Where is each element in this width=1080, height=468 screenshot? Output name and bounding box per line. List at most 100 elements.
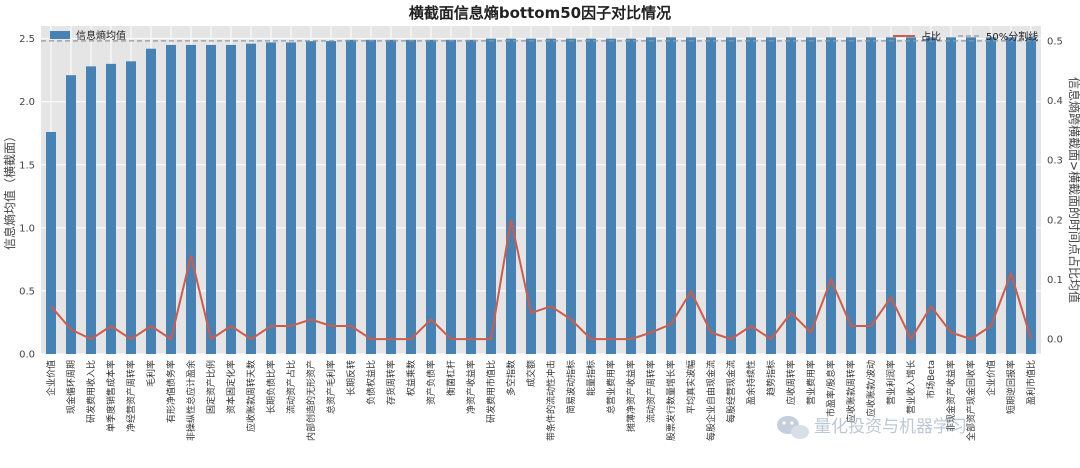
x-tick-label: 企业价值 [45,360,57,396]
bar [526,38,536,354]
bar [1026,37,1036,354]
x-tick-label: 长期负债比率 [265,360,277,414]
y-tick-label: 1.0 [19,223,35,234]
bar [846,37,856,354]
legend-left: 信息熵均值 [50,29,126,42]
bar [326,41,336,355]
x-tick-label: 市场Beta [925,360,937,399]
bar [786,37,796,354]
bar [746,37,756,354]
bar [646,37,656,354]
bar [146,48,156,354]
x-tick-label: 有形净值债务率 [165,360,177,423]
x-tick-label: 现金循环周期 [65,360,77,414]
y2-tick-label: 0.4 [1047,96,1063,107]
bar [306,41,316,355]
y-tick-label: 2.5 [19,34,35,45]
bar [86,66,96,354]
x-tick-label: 股票发行数量增长率 [665,360,677,441]
bar [926,37,936,354]
x-tick-label: 非操纵性总应计盈余 [185,360,197,441]
bar [706,37,716,354]
x-tick-label: 总资产毛利率 [325,360,337,414]
x-tick-label: 长期反转 [345,360,357,396]
y-tick-label: 0.5 [19,286,35,297]
y2-tick-label: 0.3 [1047,156,1063,167]
x-tick-label: 市盈率/股息率 [825,360,837,417]
y2-tick-label: 0.5 [1047,36,1063,47]
y-axis-right-ticks: 0.0 0.1 0.2 0.3 0.4 0.5 [1047,36,1063,345]
x-tick-label: 平均真实波幅 [685,360,697,414]
x-tick-label: 非现金资产收益率 [945,360,957,432]
x-axis-ticks: 企业价值 现金循环周期 研发费用收入比 单季度销售成本率 净经营资产周转率 毛利率 有形净值… [45,360,1037,441]
x-tick-label: 应收账款周转率 [845,360,857,423]
y-tick-label: 1.5 [19,160,35,171]
y2-tick-label: 0.1 [1047,275,1063,286]
x-tick-label: 单季度销售成本率 [105,360,117,432]
bar [586,38,596,354]
x-tick-label: 营业收入增长 [905,360,917,414]
bar [666,37,676,354]
bar [946,37,956,354]
x-tick-label: 营业利润率 [885,360,897,405]
bar [366,39,376,354]
bar [866,37,876,354]
x-tick-label: 净经营资产周转率 [125,360,137,432]
bar [406,39,416,354]
x-tick-label: 应收账款周转天数 [245,360,257,432]
y2-tick-label: 0.2 [1047,215,1063,226]
bar [426,39,436,354]
x-tick-label: 固定资产比例 [205,360,217,414]
bar [246,43,256,355]
bar [906,37,916,354]
bar [126,61,136,354]
y2-tick-label: 0.0 [1047,335,1063,346]
x-tick-label: 全部资产现金回收率 [965,360,977,441]
x-tick-label: 带条件的流动性冲击 [545,360,557,441]
bar [466,39,476,354]
bar [546,38,556,354]
x-tick-label: 多空指数 [505,360,517,396]
x-tick-label: 资本固定化率 [225,360,237,414]
bar [726,37,736,354]
x-tick-label: 应收账款/波动 [865,360,877,417]
y-tick-label: 2.0 [19,97,35,108]
bar [186,44,196,355]
bar [286,42,296,355]
y-axis-right-label: 信息熵跨横截面>横截面的时间点占比均值 [1067,77,1080,303]
bar [1006,37,1016,354]
x-tick-label: 内部创造的无形资产 [305,360,317,441]
x-tick-label: 资产负债率 [425,360,437,405]
legend-ratio-label: 占比 [921,30,941,43]
legend-right: 占比 50%分割线 [893,30,1038,43]
bar [686,37,696,354]
bar [486,38,496,354]
bar [626,38,636,354]
x-tick-label: 流动资产占比 [285,360,297,414]
y-axis-left-ticks: 0.0 0.5 1.0 1.5 2.0 2.5 [19,34,35,360]
bar [806,37,816,354]
ratio-line-series [50,219,1032,342]
watermark: 量化投资与机器学习 [777,416,967,439]
bar [766,37,776,354]
x-tick-label: 负债权益比 [365,360,377,405]
bar [226,44,236,355]
bar [46,131,56,354]
y-axis-left-label: 信息熵均值（横截面） [2,130,17,250]
x-tick-label: 每股经营现金流 [725,360,737,423]
x-tick-label: 衡菌杠杆 [445,360,457,396]
bar [206,44,216,355]
watermark-text: 量化投资与机器学习 [814,417,967,437]
x-tick-label: 短期逆回报率 [1005,360,1017,414]
bar [566,38,576,354]
bar [386,39,396,354]
bar [506,38,516,354]
x-tick-label: 毛利率 [145,360,157,387]
bar [446,39,456,354]
x-tick-label: 简易波动指标 [565,360,577,414]
bar [986,37,996,354]
x-tick-label: 权益乘数 [405,360,417,396]
x-tick-label: 能量指标 [585,360,597,396]
x-tick-label: 趋势指标 [765,360,777,396]
bar [66,75,76,354]
